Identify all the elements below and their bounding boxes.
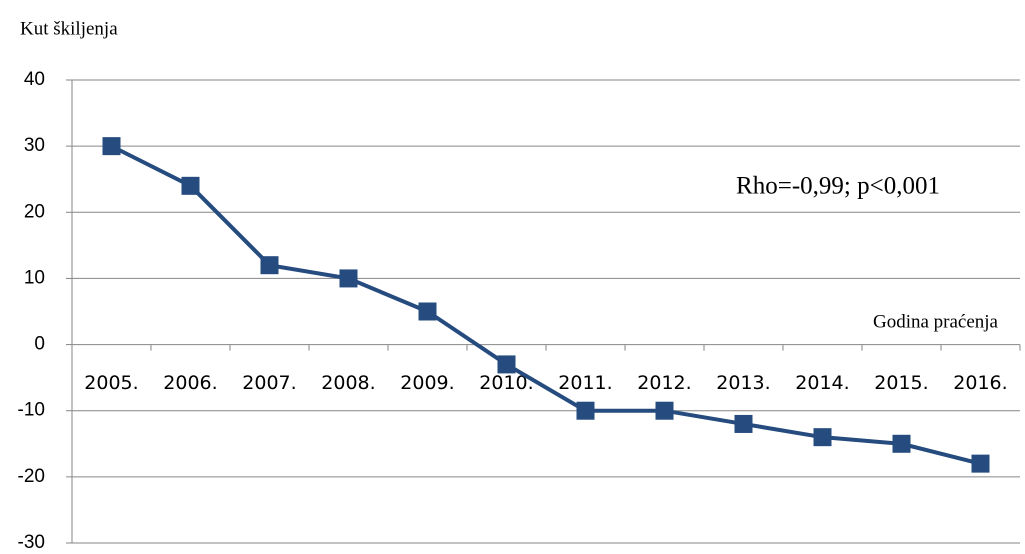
x-tick-label: 2011. [558,372,612,394]
marker [418,302,437,321]
marker [971,454,990,473]
marker [655,401,674,420]
x-tick-label: 2016. [953,372,1007,394]
marker [339,269,358,288]
x-tick-label: 2014. [795,372,849,394]
marker [813,428,832,447]
marker [181,176,200,195]
x-tick-label: 2008. [321,372,375,394]
x-tick-label: 2006. [163,372,217,394]
marker [576,401,595,420]
marker [102,137,121,156]
x-tick-label: 2009. [400,372,454,394]
marker [892,434,911,453]
x-tick-label: 2010. [479,372,533,394]
y-tick-label: -10 [18,400,45,421]
marker [497,355,516,374]
y-tick-label: 20 [24,201,45,222]
y-axis-label: Kut škiljenja [20,18,118,39]
y-tick-label: 0 [34,334,45,355]
y-tick-label: -20 [18,466,45,487]
y-tick-label: -30 [18,532,45,553]
x-tick-label: 2012. [637,372,691,394]
x-tick-label: 2007. [242,372,296,394]
annotation: Rho=-0,99; p<0,001 [736,173,940,200]
x-tick-label: 2015. [874,372,928,394]
y-tick-label: 40 [24,69,45,90]
marker [260,256,279,275]
x-tick-label: 2013. [716,372,770,394]
marker [734,414,753,433]
y-tick-label: 10 [24,267,45,288]
x-axis-label: Godina praćenja [873,311,999,332]
x-tick-label: 2005. [84,372,138,394]
line [110,144,981,466]
y-tick-label: 30 [24,135,45,156]
